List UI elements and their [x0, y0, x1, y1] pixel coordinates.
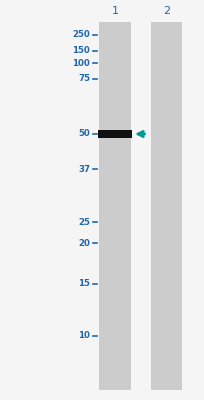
Bar	[99, 22, 131, 390]
Text: 20: 20	[78, 239, 90, 248]
Text: 25: 25	[78, 218, 90, 226]
Text: 37: 37	[78, 165, 90, 174]
Text: 1: 1	[111, 6, 118, 16]
Text: 100: 100	[72, 59, 90, 68]
Text: 150: 150	[72, 46, 90, 55]
Bar	[98, 130, 132, 138]
Text: 15: 15	[78, 280, 90, 288]
Text: 10: 10	[78, 332, 90, 340]
Text: 50: 50	[78, 130, 90, 138]
Text: 2: 2	[162, 6, 169, 16]
Text: 75: 75	[78, 74, 90, 83]
Bar	[150, 22, 182, 390]
Text: 250: 250	[72, 30, 90, 39]
